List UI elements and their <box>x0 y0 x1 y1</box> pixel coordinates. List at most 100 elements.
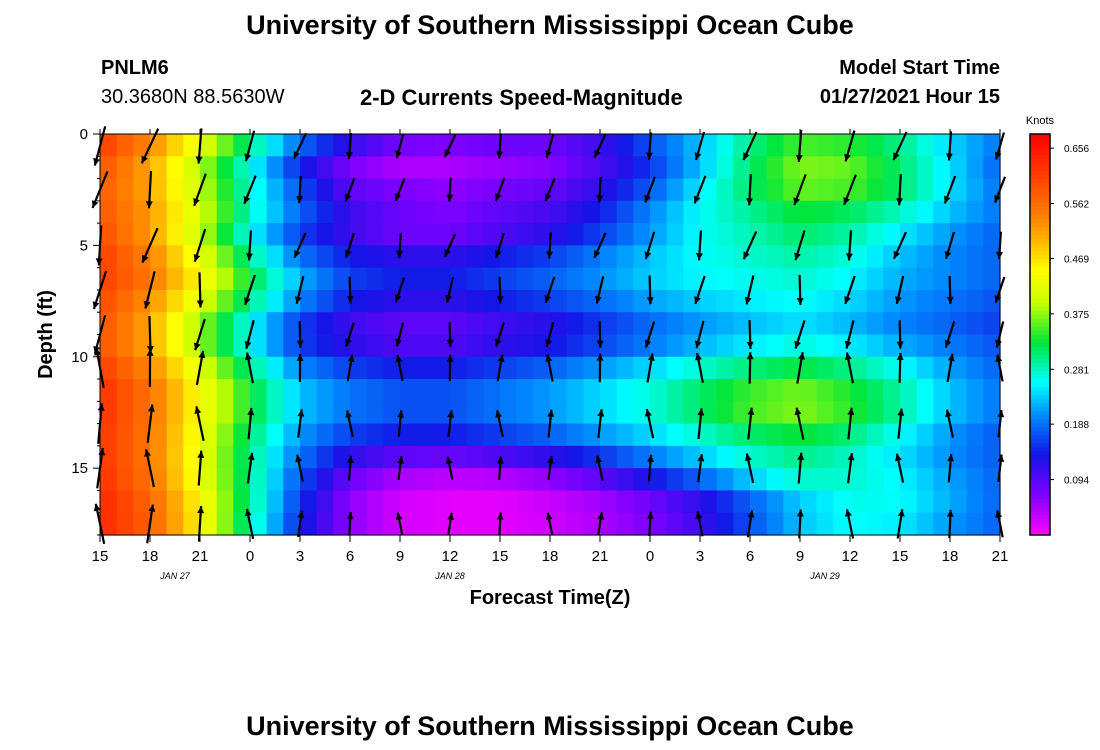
heatmap-cell <box>933 401 951 425</box>
heatmap-cell <box>316 379 334 402</box>
heatmap-cell <box>333 156 351 180</box>
heatmap-cell <box>916 267 934 291</box>
heatmap-cell <box>750 512 768 536</box>
heatmap-cell <box>933 312 951 336</box>
colorbar-step <box>1030 410 1050 416</box>
current-arrow <box>546 232 554 259</box>
heatmap-cell <box>833 289 851 313</box>
heatmap-cell <box>683 490 701 514</box>
current-arrow <box>344 177 356 202</box>
colorbar-step <box>1030 286 1050 291</box>
heatmap-cell <box>866 156 884 180</box>
heatmap-cell <box>383 356 401 380</box>
heatmap-cell <box>933 379 951 402</box>
y-tick-label: 15 <box>71 460 88 477</box>
heatmap-cell <box>783 178 801 202</box>
arrow-head <box>93 503 101 512</box>
arrow-head <box>647 454 654 462</box>
heatmap-cell <box>300 156 318 180</box>
heatmap-cell <box>783 423 801 447</box>
heatmap-cell <box>400 223 418 246</box>
colorbar-unit: Knots <box>1026 115 1055 127</box>
station-id: PNLM6 <box>101 57 169 79</box>
heatmap-cell <box>866 200 884 224</box>
heatmap-cell <box>416 356 434 380</box>
heatmap-cell <box>650 156 668 180</box>
heatmap-cell <box>183 289 201 313</box>
arrow-head <box>294 249 301 258</box>
heatmap-cell <box>250 445 268 469</box>
heatmap-cell <box>116 156 134 180</box>
colorbar-step <box>1030 222 1050 227</box>
heatmap-cell <box>900 223 918 246</box>
arrow-head <box>644 339 652 348</box>
x-tick-label: 18 <box>542 548 559 565</box>
arrow-head <box>194 406 202 414</box>
heatmap-cell <box>866 245 884 269</box>
colorbar-step <box>1030 318 1050 323</box>
heatmap-cell <box>666 178 684 202</box>
current-arrow <box>346 132 353 160</box>
current-arrow <box>597 409 605 439</box>
heatmap-cell <box>866 356 884 380</box>
heatmap-cell <box>100 334 118 358</box>
current-arrow <box>196 272 204 308</box>
x-tick-label: 12 <box>442 548 459 565</box>
heatmap-cell <box>283 356 301 380</box>
colorbar-step <box>1030 302 1050 307</box>
current-arrow <box>346 455 354 481</box>
heatmap-cell <box>400 289 418 313</box>
heatmap-cell <box>250 490 268 514</box>
heatmap-cell <box>316 134 334 157</box>
current-arrow <box>445 456 454 480</box>
heatmap-cell <box>833 223 851 246</box>
heatmap-cell <box>250 200 268 224</box>
arrow-head <box>445 456 453 465</box>
arrow-head <box>395 150 402 158</box>
x-tick-label: 0 <box>646 548 654 565</box>
current-arrow <box>346 354 355 382</box>
x-tick-label: 18 <box>942 548 959 565</box>
heatmap-cell <box>800 245 818 269</box>
arrow-head <box>293 151 301 159</box>
heatmap-cell <box>500 401 518 425</box>
colorbar-step <box>1030 202 1050 207</box>
current-arrow <box>693 175 707 204</box>
heatmap-cell <box>833 356 851 380</box>
arrow-head <box>494 193 502 202</box>
heatmap-cell <box>683 156 701 180</box>
heatmap-cell <box>883 134 901 157</box>
y-tick-label: 10 <box>71 349 88 366</box>
arrow-head <box>148 504 156 512</box>
heatmap-cell <box>716 223 734 246</box>
heatmap-cell <box>116 178 134 202</box>
heatmap-cell <box>550 334 568 358</box>
heatmap-cell <box>616 356 634 380</box>
heatmap-cell <box>850 423 868 447</box>
heatmap-cell <box>683 356 701 380</box>
heatmap-cell <box>950 512 968 536</box>
arrow-head <box>494 249 502 258</box>
colorbar-step <box>1030 306 1050 311</box>
heatmap-cell <box>566 445 584 469</box>
colorbar-tick-label: 0.375 <box>1064 310 1089 321</box>
heatmap-cell <box>383 200 401 224</box>
current-arrow <box>445 277 455 303</box>
arrow-head <box>646 511 654 519</box>
heatmap-cell <box>450 134 468 157</box>
heatmap-cell <box>566 512 584 536</box>
heatmap-cell <box>500 267 518 291</box>
heatmap-cell <box>500 379 518 402</box>
heatmap-cell <box>416 200 434 224</box>
heatmap-cell <box>783 312 801 336</box>
heatmap-cell <box>983 490 1001 514</box>
arrow-head <box>196 300 204 308</box>
heatmap-cell <box>183 156 201 180</box>
heatmap-cell <box>500 468 518 492</box>
current-arrow <box>395 322 405 347</box>
heatmap-cell <box>200 245 218 269</box>
heatmap-cell <box>416 178 434 202</box>
heatmap-cell <box>983 401 1001 425</box>
heatmap-cell <box>283 512 301 536</box>
heatmap-cell <box>950 267 968 291</box>
